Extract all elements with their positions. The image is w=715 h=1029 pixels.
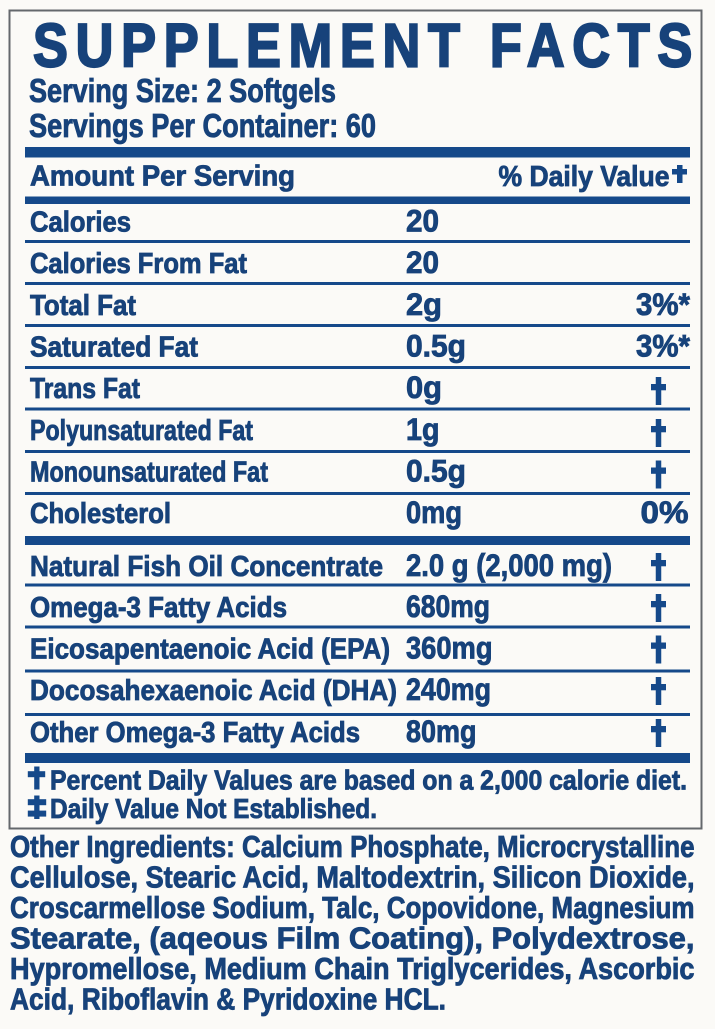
svg-text:Other Omega-3 Fatty Acids: Other Omega-3 Fatty Acids xyxy=(30,717,360,749)
svg-text:20: 20 xyxy=(406,244,439,280)
svg-text:SUPPLEMENT FACTS: SUPPLEMENT FACTS xyxy=(33,12,700,80)
svg-text:1g: 1g xyxy=(406,411,440,447)
svg-text:20: 20 xyxy=(406,203,439,239)
svg-text:Saturated Fat: Saturated Fat xyxy=(30,332,198,364)
svg-text:Servings Per Container: 60: Servings Per Container: 60 xyxy=(29,107,376,144)
svg-text:2.0 g (2,000 mg): 2.0 g (2,000 mg) xyxy=(406,547,612,583)
svg-text:0.5g: 0.5g xyxy=(406,328,466,364)
svg-text:Polyunsaturated Fat: Polyunsaturated Fat xyxy=(30,415,253,447)
svg-text:Calories: Calories xyxy=(30,207,131,239)
svg-text:2g: 2g xyxy=(406,286,442,322)
svg-text:80mg: 80mg xyxy=(406,713,477,749)
svg-text:Monounsaturated Fat: Monounsaturated Fat xyxy=(30,457,268,489)
svg-text:Serving Size: 2 Softgels: Serving Size: 2 Softgels xyxy=(29,72,336,109)
svg-text:Cellulose, Stearic Acid, Malto: Cellulose, Stearic Acid, Maltodextrin, S… xyxy=(10,860,695,895)
svg-text:% Daily Value: % Daily Value xyxy=(499,161,670,193)
svg-text:0%: 0% xyxy=(641,494,689,530)
svg-text:Total Fat: Total Fat xyxy=(30,290,136,322)
svg-text:Amount Per Serving: Amount Per Serving xyxy=(30,161,295,193)
svg-text:Stearate, (aqeous Film Coating: Stearate, (aqeous Film Coating), Polydex… xyxy=(10,921,695,956)
svg-text:Cholesterol: Cholesterol xyxy=(30,498,171,530)
svg-text:Trans Fat: Trans Fat xyxy=(30,373,140,405)
svg-text:0.5g: 0.5g xyxy=(406,453,466,489)
svg-text:Hypromellose, Medium Chain Tri: Hypromellose, Medium Chain Triglycerides… xyxy=(10,951,695,986)
svg-text:Natural Fish Oil Concentrate: Natural Fish Oil Concentrate xyxy=(30,551,383,583)
svg-text:Acid, Riboflavin & Pyridoxine: Acid, Riboflavin & Pyridoxine HCL. xyxy=(10,982,446,1017)
svg-text:360mg: 360mg xyxy=(406,630,493,666)
svg-text:0mg: 0mg xyxy=(406,494,462,530)
svg-text:3%*: 3%* xyxy=(636,286,691,322)
svg-text:0g: 0g xyxy=(406,369,442,405)
svg-text:Calories From Fat: Calories From Fat xyxy=(30,248,247,280)
svg-text:Croscarmellose Sodium, Talc, C: Croscarmellose Sodium, Talc, Copovidone,… xyxy=(10,890,695,925)
svg-text:Daily Value Not Established.: Daily Value Not Established. xyxy=(50,793,377,824)
svg-text:Omega-3 Fatty Acids: Omega-3 Fatty Acids xyxy=(30,592,287,624)
svg-text:240mg: 240mg xyxy=(406,671,491,707)
svg-text:Other Ingredients: Calcium Pho: Other Ingredients: Calcium Phosphate, Mi… xyxy=(10,829,695,864)
svg-text:3%*: 3%* xyxy=(636,328,691,364)
svg-text:Percent Daily Values are based: Percent Daily Values are based on a 2,00… xyxy=(50,765,687,796)
svg-text:680mg: 680mg xyxy=(406,588,490,624)
svg-text:Eicosapentaenoic Acid (EPA): Eicosapentaenoic Acid (EPA) xyxy=(30,634,390,666)
svg-text:Docosahexaenoic Acid (DHA): Docosahexaenoic Acid (DHA) xyxy=(30,675,397,707)
